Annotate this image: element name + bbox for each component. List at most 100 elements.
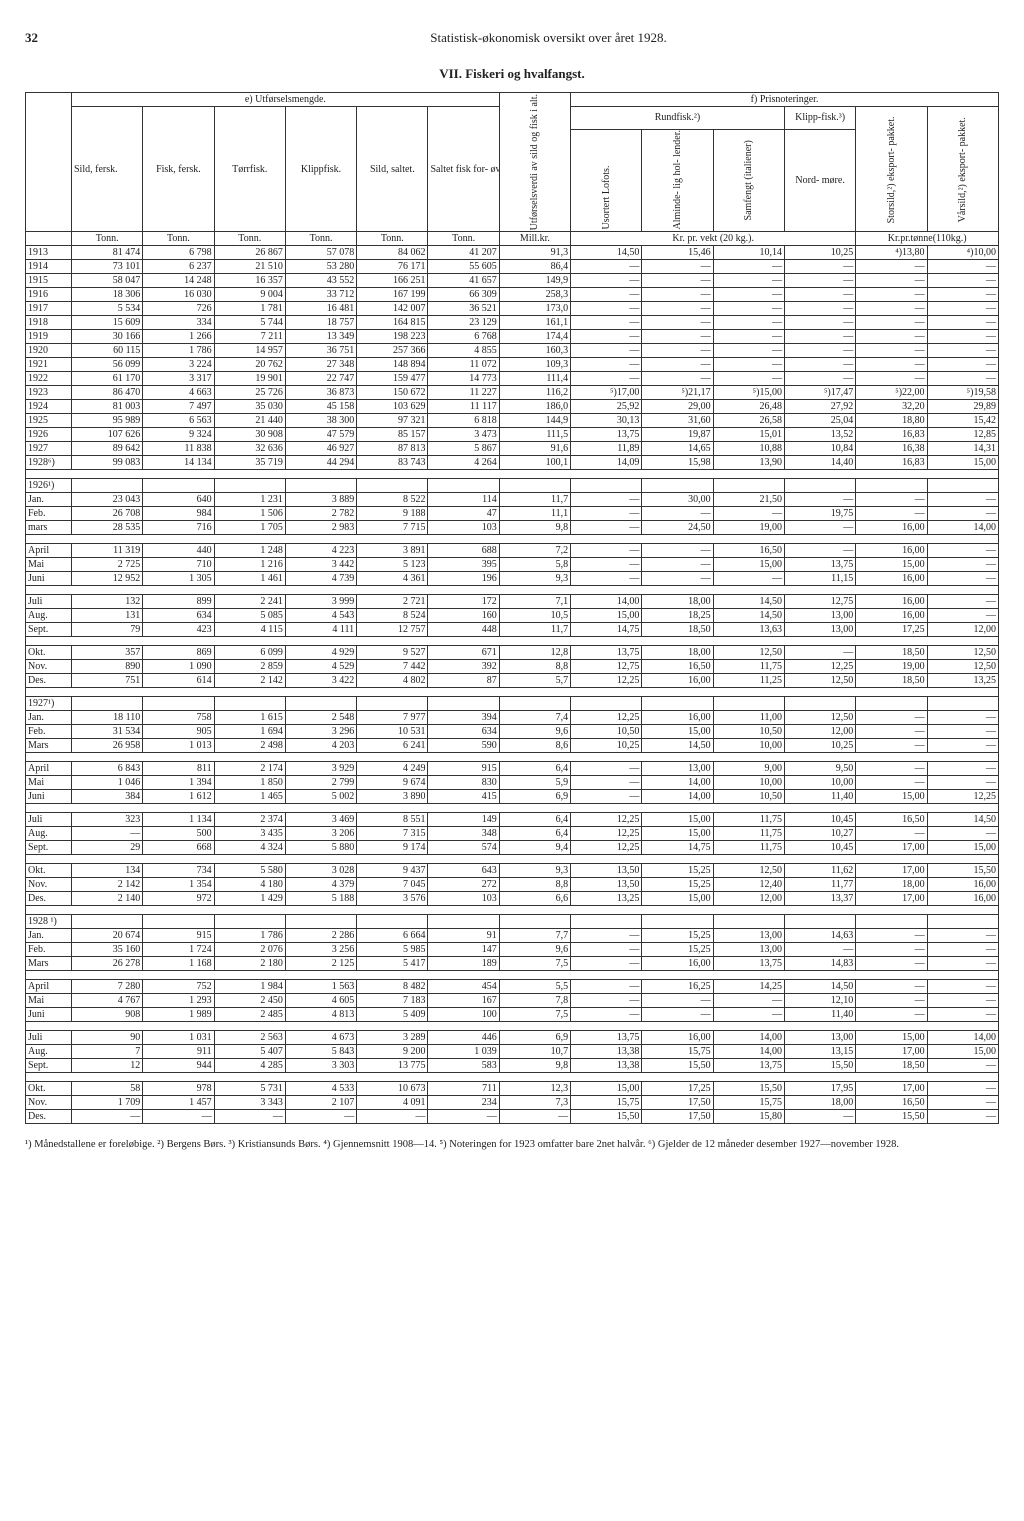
cell: 5,7	[499, 674, 570, 688]
row-label: Mars	[26, 739, 72, 753]
cell: 4 529	[285, 660, 356, 674]
cell: —	[571, 274, 642, 288]
cell: 348	[428, 827, 499, 841]
cell: —	[784, 372, 855, 386]
table-row: 1928 ¹)	[26, 915, 999, 929]
cell: —	[713, 372, 784, 386]
cell: 45 158	[285, 400, 356, 414]
cell: 7	[72, 1045, 143, 1059]
cell: —	[571, 790, 642, 804]
cell: —	[571, 929, 642, 943]
cell: 12,10	[784, 994, 855, 1008]
cell: 1 984	[214, 980, 285, 994]
cell: 5 085	[214, 609, 285, 623]
cell: 908	[72, 1008, 143, 1022]
table-row: Des.7516142 1423 4224 802875,712,2516,00…	[26, 674, 999, 688]
cell: 23 129	[428, 316, 499, 330]
cell: 710	[143, 558, 214, 572]
table-row: 192156 0993 22420 76227 348148 89411 072…	[26, 358, 999, 372]
cell: 13,25	[927, 674, 998, 688]
cell: 4 802	[357, 674, 428, 688]
col-utforsel: Utførselsverdi av sild og fisk i alt.	[499, 93, 570, 232]
cell: 716	[143, 521, 214, 535]
cell: 12,85	[927, 428, 998, 442]
col-fisk-fersk: Fisk, fersk.	[143, 107, 214, 232]
cell: 1 465	[214, 790, 285, 804]
cell: 17,25	[642, 1082, 713, 1096]
cell: 15,50	[713, 1082, 784, 1096]
cell: 12,00	[784, 725, 855, 739]
cell: 16,83	[856, 428, 927, 442]
cell: 1 705	[214, 521, 285, 535]
col-klippfisk: Klippfisk.	[285, 107, 356, 232]
row-label: Juli	[26, 1031, 72, 1045]
cell: 12,50	[713, 864, 784, 878]
cell: 614	[143, 674, 214, 688]
cell: 1 694	[214, 725, 285, 739]
cell: 6 664	[357, 929, 428, 943]
row-label: Okt.	[26, 646, 72, 660]
cell: 590	[428, 739, 499, 753]
cell	[428, 697, 499, 711]
cell: 830	[428, 776, 499, 790]
table-row: Mars26 9581 0132 4984 2036 2415908,610,2…	[26, 739, 999, 753]
table-row: April7 2807521 9841 5638 4824545,5—16,25…	[26, 980, 999, 994]
cell: 357	[72, 646, 143, 660]
cell: —	[784, 943, 855, 957]
table-row: Jan.23 0436401 2313 8898 52211411,7—30,0…	[26, 493, 999, 507]
cell: 984	[143, 507, 214, 521]
cell: 28 535	[72, 521, 143, 535]
col-sild-saltet: Sild, saltet.	[357, 107, 428, 232]
cell: 26,48	[713, 400, 784, 414]
cell: 13,75	[571, 428, 642, 442]
cell	[357, 915, 428, 929]
cell: 38 300	[285, 414, 356, 428]
cell: 1 786	[143, 344, 214, 358]
cell: 3 303	[285, 1059, 356, 1073]
cell: 944	[143, 1059, 214, 1073]
cell: 11,75	[713, 841, 784, 855]
cell: —	[143, 1110, 214, 1124]
cell: 86,4	[499, 260, 570, 274]
table-row: Mars26 2781 1682 1802 1255 4171897,5—16,…	[26, 957, 999, 971]
cell: 3 929	[285, 762, 356, 776]
cell: 12,50	[784, 711, 855, 725]
cell: 5,8	[499, 558, 570, 572]
cell: 10,45	[784, 841, 855, 855]
cell: 258,3	[499, 288, 570, 302]
cell: 395	[428, 558, 499, 572]
cell: 4 767	[72, 994, 143, 1008]
cell: 99 083	[72, 456, 143, 470]
cell: 16 030	[143, 288, 214, 302]
cell: 13,50	[571, 864, 642, 878]
cell: 73 101	[72, 260, 143, 274]
cell: 8,8	[499, 878, 570, 892]
cell: —	[927, 1059, 998, 1073]
cell: —	[571, 776, 642, 790]
cell: 9,3	[499, 864, 570, 878]
cell: 9 527	[357, 646, 428, 660]
cell: ⁵)17,47	[784, 386, 855, 400]
cell: 20 674	[72, 929, 143, 943]
cell: 5,5	[499, 980, 570, 994]
cell: —	[856, 330, 927, 344]
cell: 4 543	[285, 609, 356, 623]
row-label: 1919	[26, 330, 72, 344]
cell: 25,92	[571, 400, 642, 414]
cell: 6,4	[499, 762, 570, 776]
cell: 17,00	[856, 864, 927, 878]
cell: 15,00	[571, 609, 642, 623]
cell: 17,00	[856, 841, 927, 855]
cell: 978	[143, 1082, 214, 1096]
cell	[357, 697, 428, 711]
cell: 640	[143, 493, 214, 507]
cell: 15,42	[927, 414, 998, 428]
cell: —	[642, 316, 713, 330]
cell: 29,00	[642, 400, 713, 414]
table-row: Juli901 0312 5634 6733 2894466,913,7516,…	[26, 1031, 999, 1045]
cell: 6 563	[143, 414, 214, 428]
cell: 166 251	[357, 274, 428, 288]
cell: 1 354	[143, 878, 214, 892]
cell: 12,00	[713, 892, 784, 906]
cell: 643	[428, 864, 499, 878]
